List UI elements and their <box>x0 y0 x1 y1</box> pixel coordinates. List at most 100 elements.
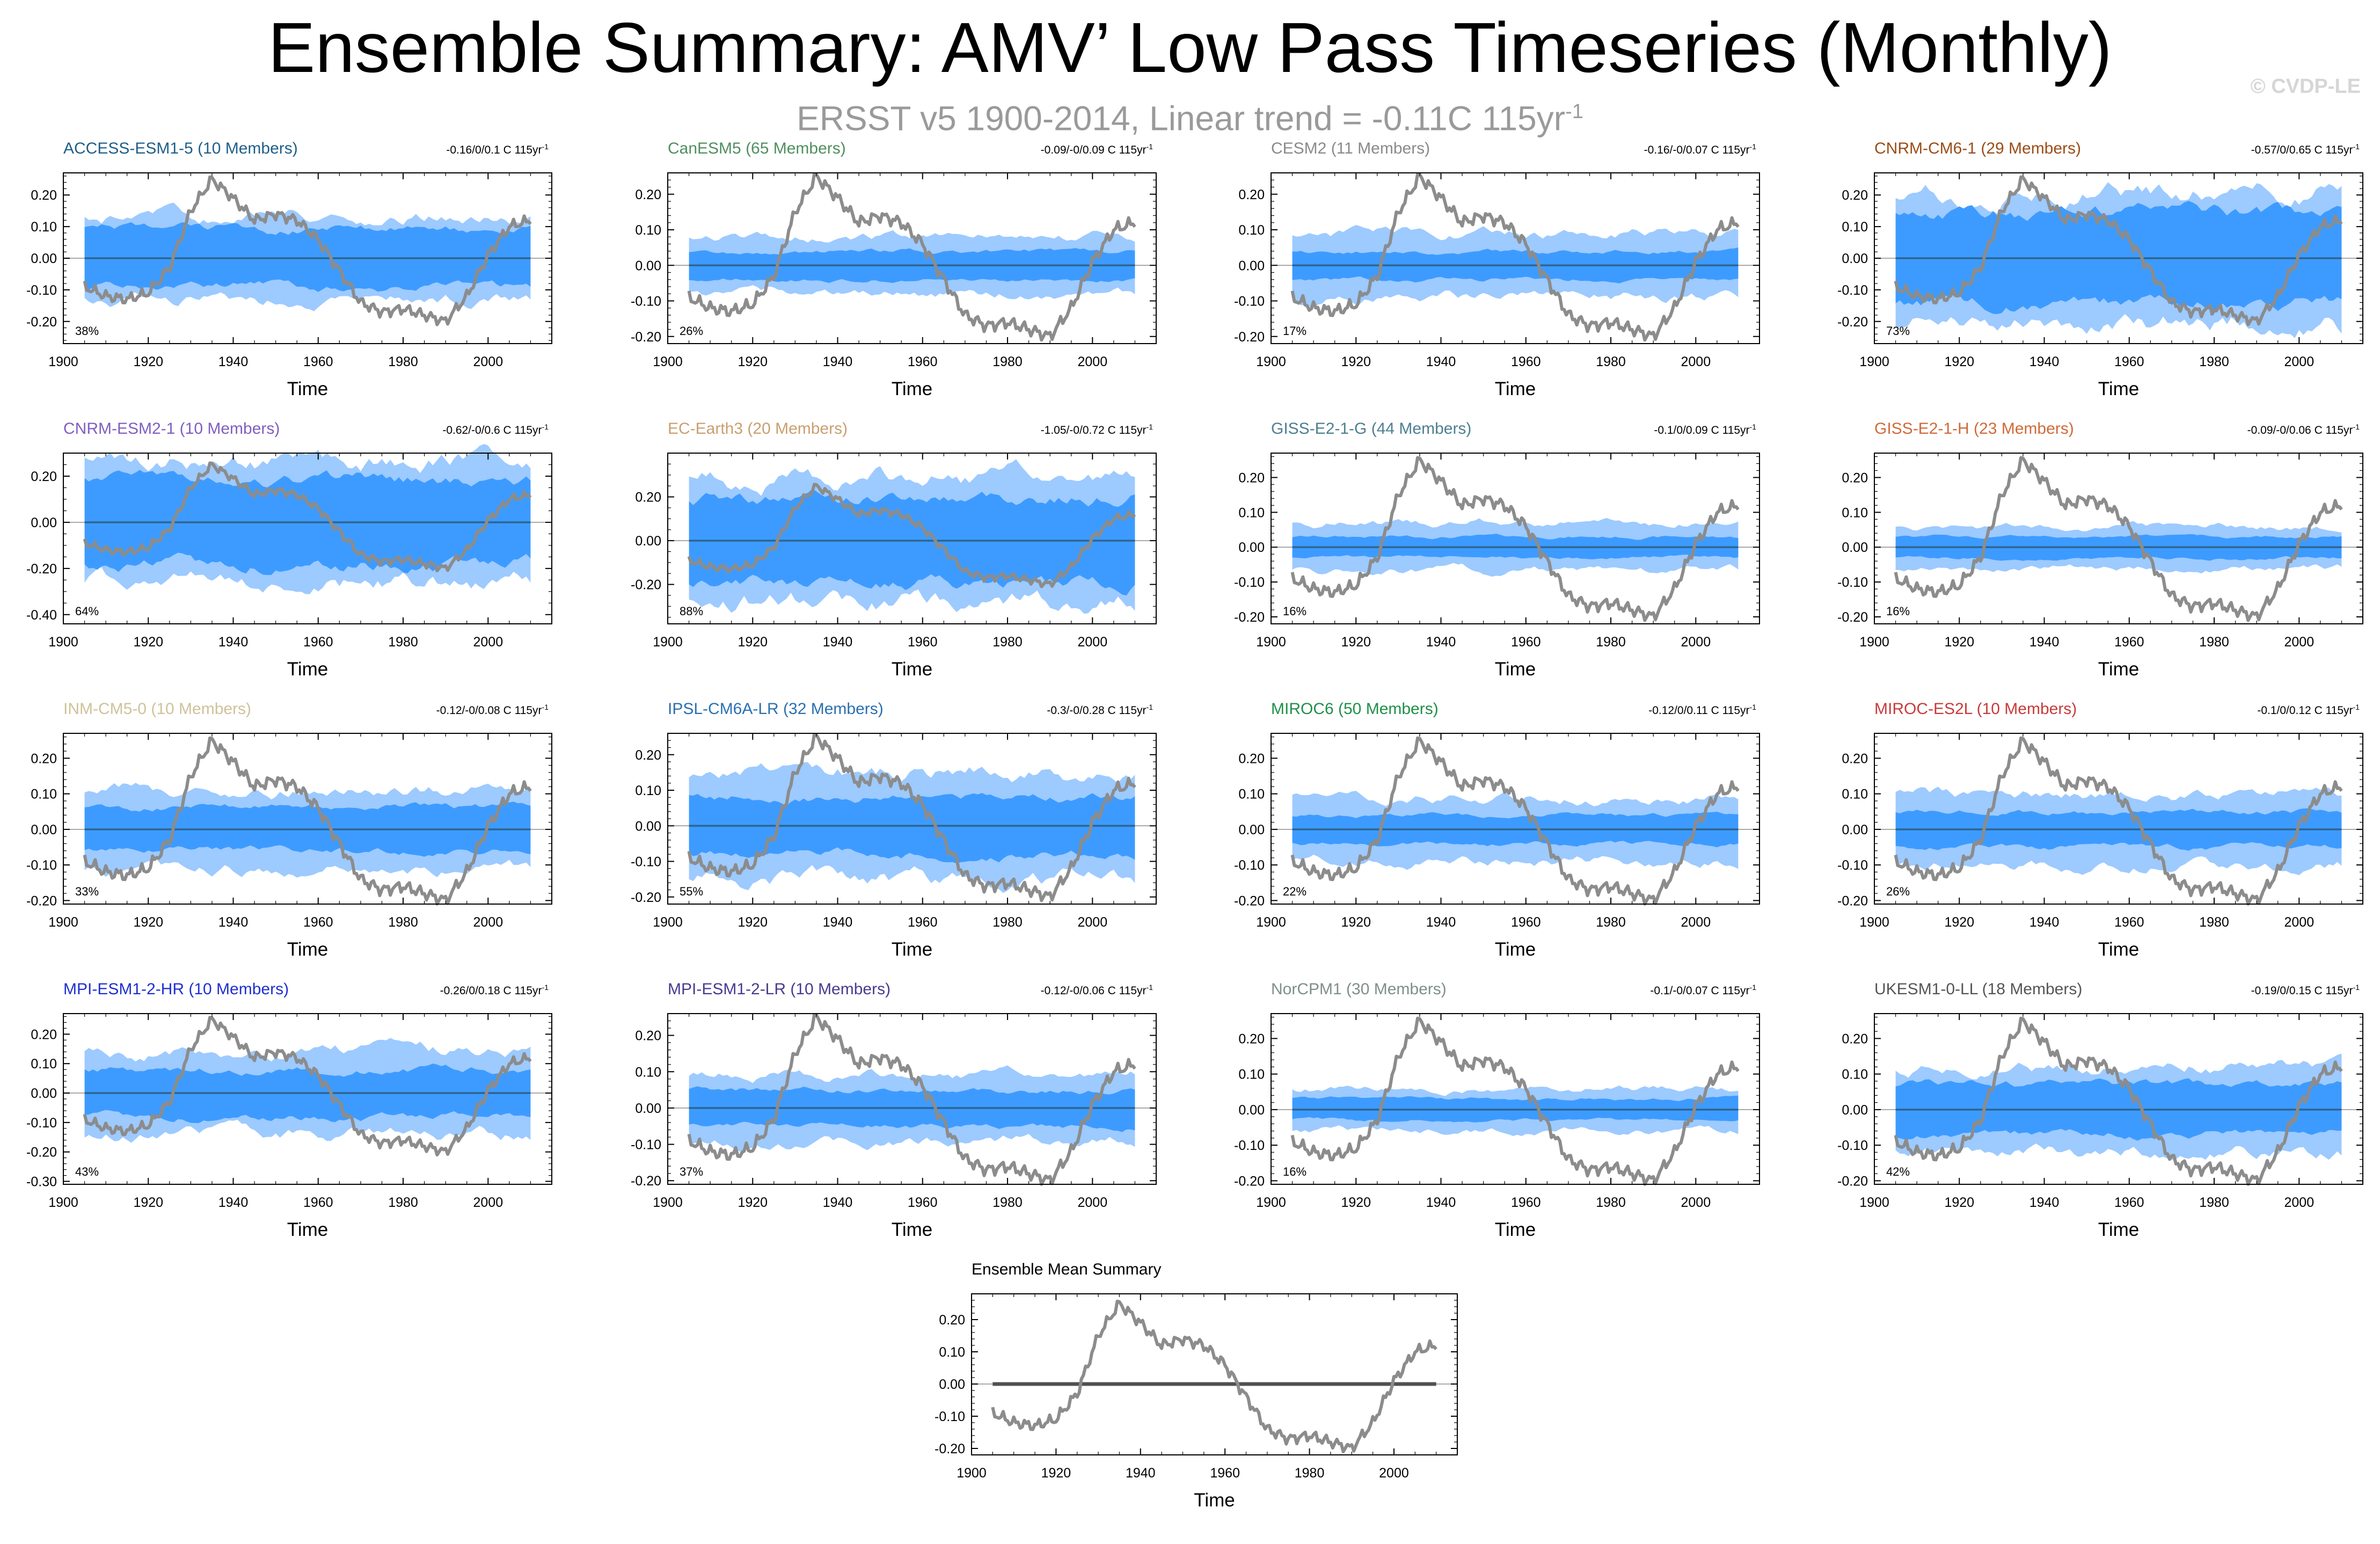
y-tick-label: 0.00 <box>1842 1103 1868 1118</box>
y-tick-label: -0.20 <box>631 1174 661 1189</box>
page-subtitle: ERSST v5 1900-2014, Linear trend = -0.11… <box>0 90 2380 140</box>
x-tick-label: 2000 <box>2284 635 2314 650</box>
x-tick-label: 1920 <box>1341 354 1371 369</box>
y-tick-label: 0.20 <box>1238 470 1265 485</box>
y-tick-label: -0.20 <box>1837 610 1868 625</box>
y-tick-label: 0.10 <box>635 1065 661 1080</box>
x-axis-label: Time <box>2098 939 2139 960</box>
y-tick-label: 0.10 <box>31 220 57 235</box>
x-tick-label: 1960 <box>2114 1195 2144 1210</box>
y-tick-label: 0.20 <box>635 748 661 763</box>
chart-panel-12: MPI-ESM1-2-HR (10 Members) -0.26/0/0.18 C… <box>26 980 552 1240</box>
y-tick-label: -0.10 <box>631 855 661 870</box>
y-tick-label: 0.10 <box>635 783 661 798</box>
x-tick-label: 1920 <box>133 635 163 650</box>
plot-frame <box>63 733 552 905</box>
x-tick-label: 1900 <box>1256 635 1286 650</box>
x-tick-label: 2000 <box>1681 354 1711 369</box>
x-tick-label: 1940 <box>1126 1466 1156 1481</box>
chart-panel-1: CanESM5 (65 Members) -0.09/-0/0.09 C 115y… <box>631 140 1157 399</box>
plot-frame <box>1271 453 1760 624</box>
y-tick-label: -0.10 <box>1234 294 1265 309</box>
x-tick-label: 2000 <box>473 635 503 650</box>
y-tick-label: 0.00 <box>1842 822 1868 837</box>
observed-series-line <box>1290 1016 1740 1186</box>
x-axis-label: Time <box>287 659 328 680</box>
x-tick-label: 1920 <box>1944 915 1974 930</box>
chart-panel-15: UKESM1-0-LL (18 Members) -0.19/0/0.15 C 1… <box>1837 980 2363 1240</box>
x-tick-label: 2000 <box>2284 354 2314 369</box>
observed-series-line <box>83 175 532 326</box>
x-tick-label: 1960 <box>303 635 333 650</box>
y-tick-label: -0.10 <box>631 1138 661 1153</box>
percent-label: 16% <box>1886 605 1910 618</box>
percent-label: 16% <box>1283 605 1306 618</box>
x-tick-label: 1920 <box>1944 354 1974 369</box>
y-tick-label: -0.10 <box>935 1409 965 1424</box>
x-tick-label: 1900 <box>957 1466 987 1481</box>
chart-panel-14: NorCPM1 (30 Members) -0.1/-0/0.07 C 115yr… <box>1234 980 1760 1240</box>
x-tick-label: 2000 <box>1681 635 1711 650</box>
y-tick-label: 0.10 <box>31 787 57 802</box>
x-tick-label: 1980 <box>388 635 418 650</box>
x-tick-label: 2000 <box>1681 1195 1711 1210</box>
y-tick-label: 0.00 <box>939 1377 965 1392</box>
trend-label: -0.57/0/0.65 C 115yr-1 <box>2251 142 2360 156</box>
page-title: Ensemble Summary: AMV’ Low Pass Timeseri… <box>268 8 2112 87</box>
trend-label: -0.09/-0/0.06 C 115yr-1 <box>2247 423 2360 436</box>
y-tick-label: 0.00 <box>31 515 57 530</box>
trend-label: -0.62/-0/0.6 C 115yr-1 <box>442 423 549 436</box>
y-tick-label: -0.20 <box>26 315 57 330</box>
x-tick-label: 1980 <box>992 354 1023 369</box>
chart-title: Ensemble Mean Summary <box>972 1261 1161 1278</box>
y-tick-label: 0.10 <box>31 1057 57 1072</box>
x-tick-label: 1980 <box>388 1195 418 1210</box>
y-tick-label: 0.20 <box>1238 187 1265 202</box>
x-tick-label: 1940 <box>2029 1195 2060 1210</box>
observed-series-line <box>1894 1016 2343 1186</box>
x-tick-label: 1900 <box>1256 1195 1286 1210</box>
x-tick-label: 1980 <box>2199 915 2229 930</box>
y-tick-label: 0.20 <box>635 490 661 505</box>
observed-series-line <box>83 461 532 573</box>
x-tick-label: 1980 <box>2199 1195 2229 1210</box>
observed-series-line <box>991 1299 1437 1453</box>
chart-title: NorCPM1 (30 Members) <box>1271 980 1447 998</box>
x-tick-label: 1900 <box>1859 915 1889 930</box>
x-axis-label: Time <box>1194 1490 1235 1511</box>
x-tick-label: 1920 <box>738 635 768 650</box>
observed-series-line <box>1290 736 1740 906</box>
x-tick-label: 1900 <box>48 915 78 930</box>
trend-label: -0.26/0/0.18 C 115yr-1 <box>440 983 549 997</box>
y-tick-label: 0.00 <box>31 251 57 266</box>
percent-label: 73% <box>1886 324 1910 338</box>
x-tick-label: 1980 <box>2199 354 2229 369</box>
plot-frame <box>1874 453 2363 624</box>
percent-label: 33% <box>75 885 99 898</box>
x-tick-label: 1920 <box>133 915 163 930</box>
y-tick-label: 0.10 <box>635 223 661 238</box>
x-axis-label: Time <box>287 939 328 960</box>
x-tick-label: 2000 <box>1077 354 1107 369</box>
observed-series-line <box>687 733 1136 902</box>
observed-series-line <box>1894 175 2343 326</box>
x-tick-label: 1960 <box>908 635 938 650</box>
x-tick-label: 1940 <box>1426 354 1456 369</box>
y-tick-label: 0.00 <box>1238 540 1265 555</box>
x-tick-label: 1900 <box>1256 354 1286 369</box>
chart-panel-13: MPI-ESM1-2-LR (10 Members) -0.12/-0/0.06 … <box>631 980 1157 1240</box>
observed-series-line <box>687 483 1136 588</box>
x-tick-label: 2000 <box>1077 1195 1107 1210</box>
x-axis-label: Time <box>1495 939 1536 960</box>
x-tick-label: 2000 <box>2284 1195 2314 1210</box>
x-tick-label: 1960 <box>1511 1195 1541 1210</box>
plot-frame <box>1874 1013 2363 1185</box>
x-axis-label: Time <box>1495 1219 1536 1240</box>
observed-series-line <box>687 172 1136 342</box>
x-tick-label: 2000 <box>2284 915 2314 930</box>
y-tick-label: 0.20 <box>31 188 57 203</box>
chart-panel-4: CNRM-ESM2-1 (10 Members) -0.62/-0/0.6 C 1… <box>26 420 552 680</box>
y-tick-label: 0.20 <box>31 1027 57 1042</box>
y-tick-label: 0.10 <box>1238 223 1265 238</box>
percent-label: 43% <box>75 1165 99 1178</box>
